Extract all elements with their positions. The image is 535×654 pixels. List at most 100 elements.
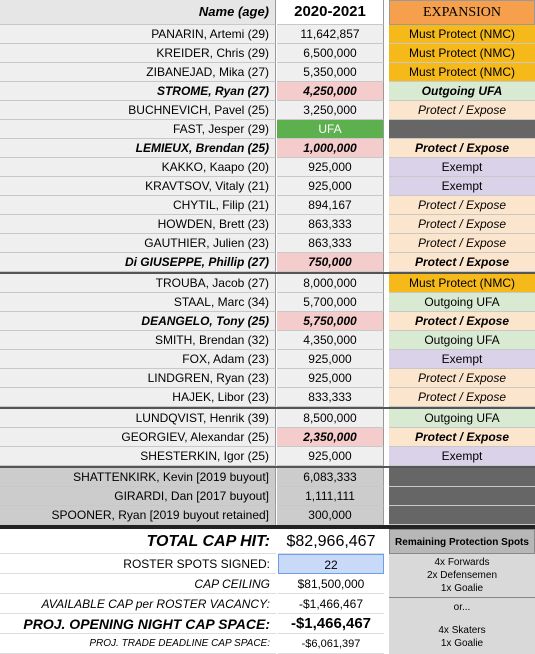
salary: 1,000,000 [277, 139, 384, 158]
protection-line: 1x Goalie [440, 638, 484, 649]
salary: 750,000 [277, 253, 384, 272]
salary: 925,000 [277, 350, 384, 369]
salary: 5,750,000 [277, 312, 384, 331]
empty-cell [389, 506, 535, 525]
summary-label: PROJ. TRADE DEADLINE CAP SPACE: [0, 634, 276, 654]
player-name: FAST, Jesper (29) [0, 120, 276, 139]
player-name: Di GIUSEPPE, Phillip (27) [0, 253, 276, 272]
separator [0, 407, 535, 409]
player-name: FOX, Adam (23) [0, 350, 276, 369]
expansion-status: Protect / Expose [389, 234, 535, 253]
salary: 925,000 [277, 369, 384, 388]
salary: 863,333 [277, 215, 384, 234]
summary-value: $82,966,467 [278, 529, 384, 554]
summary-label: ROSTER SPOTS SIGNED: [0, 554, 276, 574]
player-name: SHESTERKIN, Igor (25) [0, 447, 276, 466]
salary: 4,350,000 [277, 331, 384, 350]
player-name: CHYTIL, Filip (21) [0, 196, 276, 215]
summary-label: CAP CEILING [0, 574, 276, 594]
salary: 925,000 [277, 158, 384, 177]
salary: 3,250,000 [277, 101, 384, 120]
summary-value: 22 [278, 554, 384, 574]
player-name: SHATTENKIRK, Kevin [2019 buyout] [0, 468, 276, 487]
protection-line: 4x Skaters [438, 625, 486, 636]
player-name: HOWDEN, Brett (23) [0, 215, 276, 234]
player-name: LUNDQVIST, Henrik (39) [0, 409, 276, 428]
expansion-status: Protect / Expose [389, 312, 535, 331]
header-name: Name (age) [0, 0, 276, 25]
salary: UFA [277, 120, 384, 139]
player-name: BUCHNEVICH, Pavel (25) [0, 101, 276, 120]
player-name: GAUTHIER, Julien (23) [0, 234, 276, 253]
protection-line: 2x Defensemen [426, 570, 498, 581]
protection-divider [389, 597, 535, 598]
expansion-status: Protect / Expose [389, 196, 535, 215]
salary: 894,167 [277, 196, 384, 215]
expansion-status: Exempt [389, 177, 535, 196]
salary: 6,083,333 [277, 468, 384, 487]
header-season: 2020-2021 [277, 0, 384, 25]
expansion-status: Protect / Expose [389, 215, 535, 234]
empty-cell [389, 468, 535, 487]
expansion-status: Must Protect (NMC) [389, 274, 535, 293]
summary-value: $81,500,000 [278, 574, 384, 594]
protection-line: 4x Forwards [434, 557, 490, 568]
salary: 5,350,000 [277, 63, 384, 82]
player-name: GIRARDI, Dan [2017 buyout] [0, 487, 276, 506]
expansion-status: Protect / Expose [389, 388, 535, 407]
summary-label: TOTAL CAP HIT: [0, 529, 276, 554]
separator [0, 525, 535, 529]
player-name: KAKKO, Kaapo (20) [0, 158, 276, 177]
player-name: SPOONER, Ryan [2019 buyout retained] [0, 506, 276, 525]
expansion-status: Must Protect (NMC) [389, 25, 535, 44]
player-name: TROUBA, Jacob (27) [0, 274, 276, 293]
expansion-status: Protect / Expose [389, 139, 535, 158]
player-name: SMITH, Brendan (32) [0, 331, 276, 350]
player-name: PANARIN, Artemi (29) [0, 25, 276, 44]
salary: 5,700,000 [277, 293, 384, 312]
player-name: KREIDER, Chris (29) [0, 44, 276, 63]
salary: 925,000 [277, 447, 384, 466]
expansion-status: Exempt [389, 447, 535, 466]
salary: 300,000 [277, 506, 384, 525]
summary-value: -$6,061,397 [278, 634, 384, 654]
expansion-status: Outgoing UFA [389, 293, 535, 312]
expansion-status: Must Protect (NMC) [389, 44, 535, 63]
expansion-status: Protect / Expose [389, 101, 535, 120]
protection-title: Remaining Protection Spots [389, 529, 535, 554]
salary: 11,642,857 [277, 25, 384, 44]
separator [0, 272, 535, 274]
separator [0, 466, 535, 468]
expansion-status: Outgoing UFA [389, 331, 535, 350]
salary: 833,333 [277, 388, 384, 407]
summary-label: PROJ. OPENING NIGHT CAP SPACE: [0, 614, 276, 634]
player-name: KRAVTSOV, Vitaly (21) [0, 177, 276, 196]
protection-line: 1x Goalie [440, 583, 484, 594]
expansion-status: Protect / Expose [389, 253, 535, 272]
salary: 4,250,000 [277, 82, 384, 101]
player-name: ZIBANEJAD, Mika (27) [0, 63, 276, 82]
salary: 2,350,000 [277, 428, 384, 447]
expansion-status: Outgoing UFA [389, 409, 535, 428]
player-name: LINDGREN, Ryan (23) [0, 369, 276, 388]
header-expansion: EXPANSION [389, 0, 535, 25]
player-name: DEANGELO, Tony (25) [0, 312, 276, 331]
salary: 1,111,111 [277, 487, 384, 506]
expansion-status: Protect / Expose [389, 428, 535, 447]
summary-value: -$1,466,467 [278, 614, 384, 634]
salary: 8,500,000 [277, 409, 384, 428]
salary: 925,000 [277, 177, 384, 196]
summary-value: -$1,466,467 [278, 594, 384, 614]
player-name: GEORGIEV, Alexandar (25) [0, 428, 276, 447]
expansion-status: Exempt [389, 350, 535, 369]
player-name: STAAL, Marc (34) [0, 293, 276, 312]
salary: 8,000,000 [277, 274, 384, 293]
player-name: LEMIEUX, Brendan (25) [0, 139, 276, 158]
salary: 6,500,000 [277, 44, 384, 63]
expansion-status: Protect / Expose [389, 369, 535, 388]
empty-cell [389, 487, 535, 506]
expansion-status: Exempt [389, 158, 535, 177]
salary: 863,333 [277, 234, 384, 253]
expansion-status: Outgoing UFA [389, 82, 535, 101]
